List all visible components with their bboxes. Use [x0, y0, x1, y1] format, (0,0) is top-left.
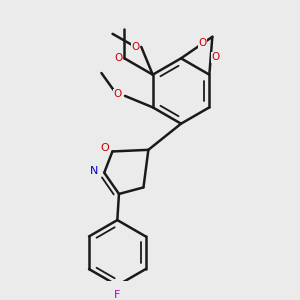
- Text: O: O: [114, 53, 123, 63]
- Text: O: O: [198, 38, 206, 48]
- Text: O: O: [114, 89, 122, 99]
- Text: N: N: [90, 166, 99, 176]
- Text: O: O: [131, 42, 140, 52]
- Text: O: O: [100, 143, 109, 153]
- Text: O: O: [212, 52, 220, 62]
- Text: F: F: [114, 290, 121, 300]
